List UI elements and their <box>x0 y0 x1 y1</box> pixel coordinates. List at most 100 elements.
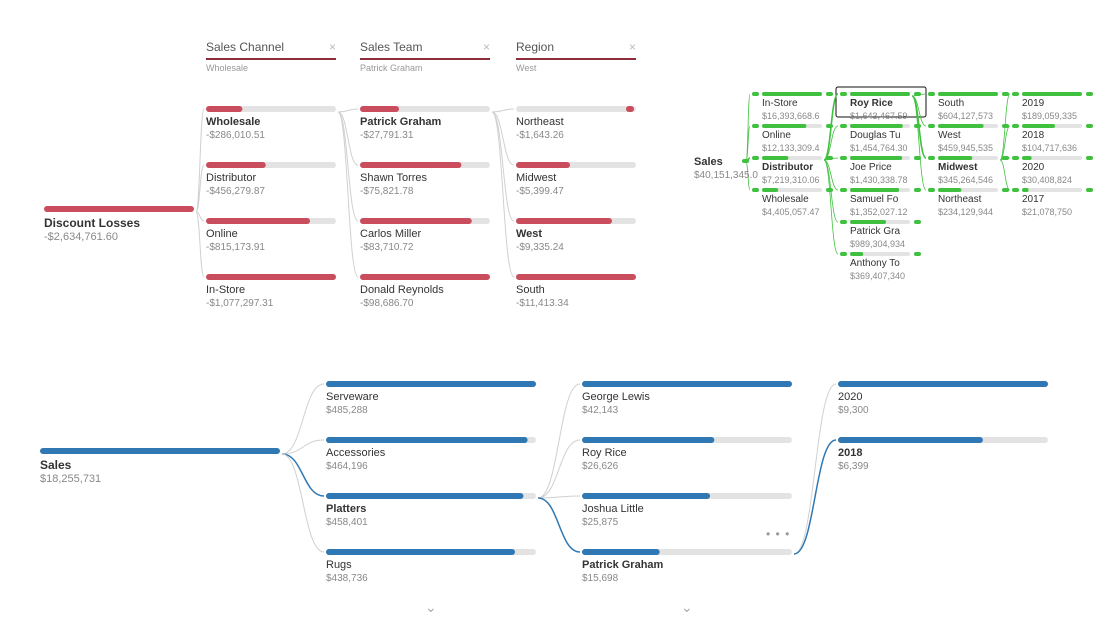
tree-node[interactable]: George Lewis$42,143 <box>582 391 650 417</box>
tree-node[interactable]: 2020$30,408,824 <box>1022 162 1072 186</box>
node-name: Rugs <box>326 559 368 573</box>
tree-node[interactable]: Samuel Fo$1,352,027.12 <box>850 194 908 218</box>
node-name: Midwest <box>516 172 564 186</box>
node-value: -$815,173.91 <box>206 242 265 255</box>
node-value: $485,288 <box>326 405 379 418</box>
node-value: -$98,686.70 <box>360 298 444 311</box>
column-header[interactable]: Region×West <box>516 40 636 73</box>
node-value: -$1,643.26 <box>516 130 564 143</box>
node-value: -$11,413.34 <box>516 298 569 311</box>
header-title: Region <box>516 40 554 54</box>
tree-node[interactable]: South$604,127,573 <box>938 98 993 122</box>
node-value: $104,717,636 <box>1022 143 1077 154</box>
root-label[interactable]: Discount Losses-$2,634,761.60 <box>44 216 140 245</box>
node-value: $1,643,467.59 <box>850 111 908 122</box>
tree-node[interactable]: 2017$21,078,750 <box>1022 194 1072 218</box>
tree-node[interactable]: 2018$6,399 <box>838 447 869 473</box>
tree-node[interactable]: In-Store-$1,077,297.31 <box>206 284 273 310</box>
node-name: Joshua Little <box>582 503 644 517</box>
tree-node[interactable]: Patrick Graham$15,698 <box>582 559 663 585</box>
tree-node[interactable]: 2019$189,059,335 <box>1022 98 1077 122</box>
tree-node[interactable]: Joe Price$1,430,338.78 <box>850 162 908 186</box>
expand-chevron-icon[interactable]: ⌄ <box>681 599 693 616</box>
root-label[interactable]: Sales$40,151,345.0 <box>694 156 758 182</box>
tree-node[interactable]: Northeast-$1,643.26 <box>516 116 564 142</box>
node-value: $6,399 <box>838 461 869 474</box>
tree-node[interactable]: South-$11,413.34 <box>516 284 569 310</box>
node-name: 2019 <box>1022 98 1077 111</box>
tree-node[interactable]: Platters$458,401 <box>326 503 368 529</box>
tree-node[interactable]: 2020$9,300 <box>838 391 869 417</box>
tree-node[interactable]: Anthony To$369,407,340 <box>850 258 905 282</box>
tree-node[interactable]: Wholesale-$286,010.51 <box>206 116 265 142</box>
tree-node[interactable]: Shawn Torres-$75,821.78 <box>360 172 427 198</box>
column-header[interactable]: Sales Team×Patrick Graham <box>360 40 490 73</box>
node-name: West <box>516 228 564 242</box>
tree-node[interactable]: Roy Rice$26,626 <box>582 447 627 473</box>
node-value: $4,405,057.47 <box>762 207 820 218</box>
tree-node[interactable]: Distributor$7,219,310.06 <box>762 162 820 186</box>
node-name: Sales <box>40 458 101 473</box>
node-name: Accessories <box>326 447 385 461</box>
close-icon[interactable]: × <box>483 40 490 54</box>
tree-node[interactable]: Midwest-$5,399.47 <box>516 172 564 198</box>
decomposition-trees: Discount Losses-$2,634,761.60 Sales Chann… <box>0 0 1100 618</box>
close-icon[interactable]: × <box>629 40 636 54</box>
node-name: Donald Reynolds <box>360 284 444 298</box>
node-name: Douglas Tu <box>850 130 908 143</box>
column-header[interactable]: Sales Channel×Wholesale <box>206 40 336 73</box>
node-value: $459,945,535 <box>938 143 993 154</box>
node-value: $7,219,310.06 <box>762 175 820 186</box>
tree-node[interactable]: Midwest$345,264,546 <box>938 162 993 186</box>
tree-node[interactable]: Online$12,133,309.4 <box>762 130 820 154</box>
node-name: 2018 <box>1022 130 1077 143</box>
tree-node[interactable]: 2018$104,717,636 <box>1022 130 1077 154</box>
tree-node[interactable]: Joshua Little$25,875 <box>582 503 644 529</box>
node-value: $21,078,750 <box>1022 207 1072 218</box>
tree-node[interactable]: Distributor-$456,279.87 <box>206 172 265 198</box>
node-value: -$75,821.78 <box>360 186 427 199</box>
tree-node[interactable]: Patrick Graham-$27,791.31 <box>360 116 441 142</box>
node-name: Serveware <box>326 391 379 405</box>
node-name: Platters <box>326 503 368 517</box>
tree-node[interactable]: Roy Rice$1,643,467.59 <box>850 98 908 122</box>
node-value: $989,304,934 <box>850 239 905 250</box>
tree-node[interactable]: Serveware$485,288 <box>326 391 379 417</box>
node-value: $42,143 <box>582 405 650 418</box>
node-name: 2017 <box>1022 194 1072 207</box>
tree-node[interactable]: Rugs$438,736 <box>326 559 368 585</box>
node-value: $1,454,764.30 <box>850 143 908 154</box>
node-name: Wholesale <box>206 116 265 130</box>
header-selected: Patrick Graham <box>360 63 490 73</box>
tree-node[interactable]: In-Store$16,393,668.6 <box>762 98 820 122</box>
node-name: Roy Rice <box>850 98 908 111</box>
node-value: -$5,399.47 <box>516 186 564 199</box>
node-name: Northeast <box>516 116 564 130</box>
expand-chevron-icon[interactable]: ⌄ <box>425 599 437 616</box>
tree-node[interactable]: Accessories$464,196 <box>326 447 385 473</box>
tree-node[interactable]: Wholesale$4,405,057.47 <box>762 194 820 218</box>
node-value: $345,264,546 <box>938 175 993 186</box>
node-value: $12,133,309.4 <box>762 143 820 154</box>
close-icon[interactable]: × <box>329 40 336 54</box>
tree-node[interactable]: West$459,945,535 <box>938 130 993 154</box>
node-value: -$286,010.51 <box>206 130 265 143</box>
tree-node[interactable]: Douglas Tu$1,454,764.30 <box>850 130 908 154</box>
tree-node[interactable]: Donald Reynolds-$98,686.70 <box>360 284 444 310</box>
node-name: Anthony To <box>850 258 905 271</box>
node-name: South <box>938 98 993 111</box>
tree-node[interactable]: Northeast$234,129,944 <box>938 194 993 218</box>
node-name: Patrick Gra <box>850 226 905 239</box>
node-name: Carlos Miller <box>360 228 421 242</box>
tree-node[interactable]: Online-$815,173.91 <box>206 228 265 254</box>
root-label[interactable]: Sales$18,255,731 <box>40 458 101 487</box>
node-name: Discount Losses <box>44 216 140 231</box>
node-name: Patrick Graham <box>360 116 441 130</box>
tree-node[interactable]: Carlos Miller-$83,710.72 <box>360 228 421 254</box>
node-name: Online <box>762 130 820 143</box>
more-items-icon[interactable]: • • • <box>766 527 790 541</box>
tree-node[interactable]: Patrick Gra$989,304,934 <box>850 226 905 250</box>
node-name: West <box>938 130 993 143</box>
tree-node[interactable]: West-$9,335.24 <box>516 228 564 254</box>
node-value: $40,151,345.0 <box>694 170 758 183</box>
